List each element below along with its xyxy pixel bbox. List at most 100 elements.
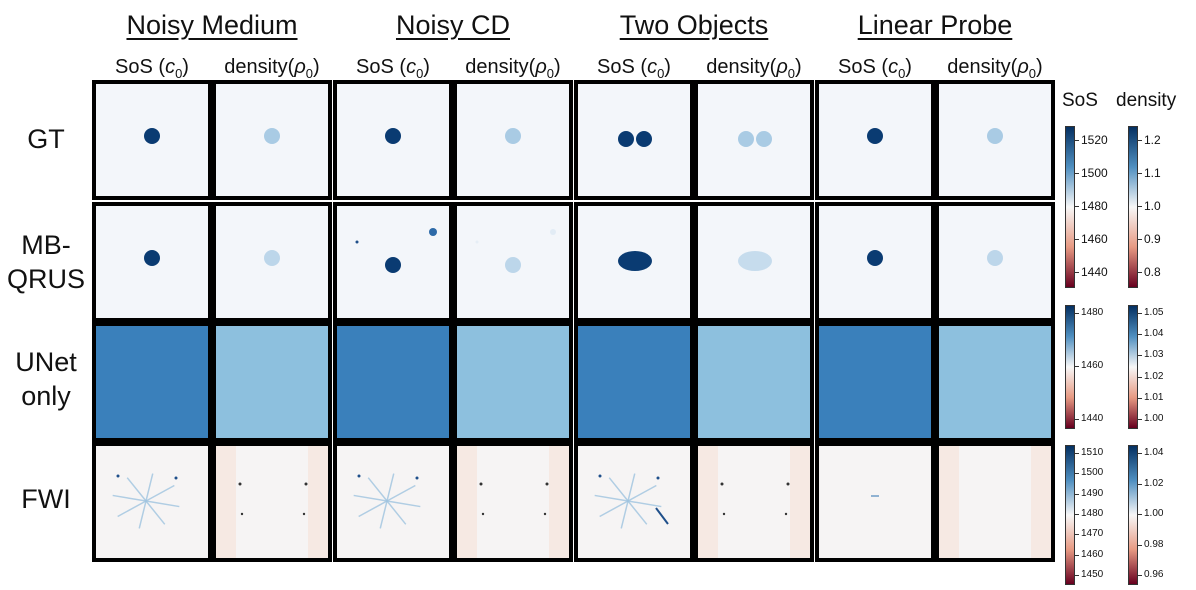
colorbar-tick-label: 1460 xyxy=(1081,548,1104,560)
panel-r3-c6 xyxy=(815,442,935,562)
colorbar-tick-label: 1440 xyxy=(1081,413,1104,424)
panel-image xyxy=(939,446,1051,558)
panel-r1-c5 xyxy=(694,202,814,322)
panel-image xyxy=(457,446,569,558)
colorbar-tick-label: 1440 xyxy=(1081,264,1108,279)
colorbar-tick-mark xyxy=(1138,140,1142,141)
panel-image xyxy=(96,326,208,438)
colorbar-tick-mark xyxy=(1138,419,1142,420)
colorbar-gradient xyxy=(1065,126,1075,288)
colorbar-tick-label: 1.1 xyxy=(1144,165,1161,180)
panel-r2-c2 xyxy=(333,322,453,442)
panel-r3-c1 xyxy=(212,442,332,562)
column-label-text: SoS (c xyxy=(838,56,899,78)
colorbar-sos-1: 1480 1460 1440 xyxy=(1065,305,1125,429)
panel-r1-c4 xyxy=(574,202,694,322)
panel-image xyxy=(698,446,810,558)
panel-image xyxy=(698,84,810,196)
panel-image xyxy=(939,326,1051,438)
panel-image xyxy=(578,84,690,196)
colorbar-tick-mark xyxy=(1075,473,1079,475)
colorbar-tick-label: 1.00 xyxy=(1144,413,1164,424)
panel-image xyxy=(578,326,690,438)
panel-r3-c7 xyxy=(935,442,1055,562)
panel-r1-c6 xyxy=(815,202,935,322)
column-label-close: ) xyxy=(664,56,671,78)
colorbar-tick-mark xyxy=(1138,575,1142,576)
colorbar-density-0: 1.2 1.1 1.0 0.9 0.8 xyxy=(1128,126,1188,288)
colorbar-tick-label: 1480 xyxy=(1081,508,1104,519)
colorbar-tick-mark xyxy=(1075,140,1079,141)
colorbar-tick-mark xyxy=(1075,366,1079,367)
colorbar-tick-mark xyxy=(1138,453,1142,454)
colorbar-tick-label: 1.00 xyxy=(1144,508,1164,519)
colorbar-tick-label: 1520 xyxy=(1081,132,1108,147)
colorbar-tick-mark xyxy=(1138,514,1142,515)
panel-image xyxy=(698,326,810,438)
column-label-sos: SoS (c0) xyxy=(88,56,216,84)
colorbar-tick-mark xyxy=(1138,376,1142,378)
column-label-subscript: 0 xyxy=(1028,66,1037,81)
column-label-density: density(ρ0) xyxy=(690,56,818,84)
colorbar-gradient xyxy=(1128,305,1138,429)
colorbar-tick-label: 1500 xyxy=(1081,467,1104,479)
group-title-linear-probe: Linear Probe xyxy=(857,10,1013,40)
column-label-subscript: 0 xyxy=(175,66,183,81)
colorbar-tick-mark xyxy=(1138,355,1142,357)
row-label-fwi: FWI xyxy=(0,482,92,516)
colorbar-tick-label: 1460 xyxy=(1081,360,1104,371)
panel-r3-c4 xyxy=(574,442,694,562)
column-label-text: density(ρ xyxy=(706,56,788,78)
column-label-density: density(ρ0) xyxy=(208,56,336,84)
column-label-text: density(ρ xyxy=(947,56,1029,78)
panel-image xyxy=(819,84,931,196)
colorbar-tick-mark xyxy=(1138,313,1142,314)
column-label-subscript: 0 xyxy=(657,66,665,81)
colorbar-tick-mark xyxy=(1075,419,1079,420)
colorbar-tick-mark xyxy=(1075,453,1079,454)
colorbar-tick-mark xyxy=(1075,534,1079,536)
colorbar-gradient xyxy=(1128,126,1138,288)
panel-image xyxy=(337,84,449,196)
row-label-gt-text: GT xyxy=(27,124,65,154)
column-label-subscript: 0 xyxy=(787,66,796,81)
colorbar-tick-mark xyxy=(1075,272,1079,273)
colorbar-tick-label: 1460 xyxy=(1081,231,1108,246)
panel-r1-c2 xyxy=(333,202,453,322)
panel-image xyxy=(216,326,328,438)
panel-r0-c0 xyxy=(92,80,212,200)
colorbar-sos-0: 1520 1500 1480 1460 1440 xyxy=(1065,126,1125,288)
panel-image xyxy=(457,206,569,318)
colorbar-tick-mark xyxy=(1138,239,1142,240)
row-label-gt: GT xyxy=(0,122,92,156)
colorbar-tick-label: 1.05 xyxy=(1144,307,1164,318)
panel-image xyxy=(578,446,690,558)
colorbar-tick-label: 0.98 xyxy=(1144,538,1164,550)
panel-r0-c3 xyxy=(453,80,573,200)
colorbar-tick-label: 1.0 xyxy=(1144,198,1161,213)
colorbar-gradient xyxy=(1065,305,1075,429)
colorbar-tick-label: 1.01 xyxy=(1144,391,1164,403)
panel-r2-c6 xyxy=(815,322,935,442)
panel-r2-c1 xyxy=(212,322,332,442)
colorbar-tick-mark xyxy=(1138,272,1142,273)
colorbar-tick-mark xyxy=(1138,173,1142,174)
colorbar-density-2: 1.04 1.02 1.00 0.98 0.96 xyxy=(1128,445,1188,585)
colorbar-tick-label: 1480 xyxy=(1081,198,1108,213)
panel-image xyxy=(939,84,1051,196)
colorbar-tick-label: 1480 xyxy=(1081,307,1104,318)
column-label-subscript: 0 xyxy=(546,66,555,81)
panel-r1-c7 xyxy=(935,202,1055,322)
column-label-density: density(ρ0) xyxy=(449,56,577,84)
column-label-close: ) xyxy=(313,56,320,78)
colorbar-tick-label: 0.96 xyxy=(1144,569,1164,580)
panel-image xyxy=(96,206,208,318)
panel-r0-c1 xyxy=(212,80,332,200)
panel-image xyxy=(457,326,569,438)
colorbar-tick-mark xyxy=(1075,493,1079,495)
colorbar-tick-mark xyxy=(1075,173,1079,174)
column-label-text: SoS (c xyxy=(597,56,658,78)
panel-image xyxy=(457,84,569,196)
colorbar-gradient xyxy=(1065,445,1075,585)
colorbar-header-sos: SoS xyxy=(1062,90,1098,111)
